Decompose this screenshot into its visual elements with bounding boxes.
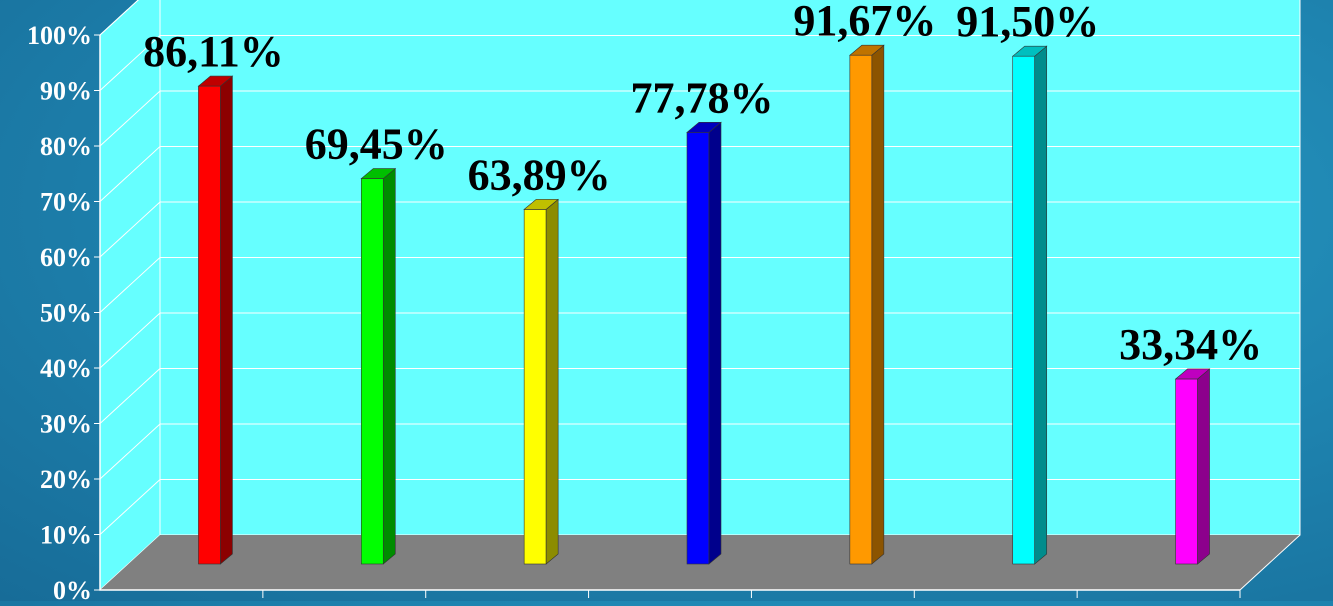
bar [523, 198, 559, 565]
gridline [99, 479, 1300, 535]
y-tick-label: 50% [40, 299, 92, 328]
y-tick-label: 90% [40, 77, 92, 106]
bar-top [849, 44, 885, 56]
data-label: 91,50% [956, 0, 1099, 46]
gridlines [99, 0, 1300, 591]
bar-side [545, 198, 559, 565]
bar-top [523, 199, 559, 210]
bar-top [686, 122, 722, 133]
chart-side-wall [99, 0, 161, 592]
y-tick-label: 40% [40, 354, 92, 383]
bar [849, 44, 885, 565]
bar-side [382, 167, 396, 565]
bar-front [523, 209, 547, 565]
bar [1011, 45, 1048, 565]
bar-top [1011, 45, 1048, 57]
y-tick-label: 70% [40, 188, 92, 217]
axes: 0% 10% 20% 30% 40% 50% 60% 70% 80% 90% 100% [27, 21, 1301, 605]
gridline [99, 90, 1300, 147]
data-label: 77,78% [631, 73, 774, 122]
data-label: 86,11% [143, 27, 284, 76]
data-label: 33,34% [1119, 320, 1262, 369]
data-label: 69,45% [305, 120, 448, 169]
bar-front [849, 54, 873, 565]
data-labels: 86,11% 69,45% 63,89% 77,78% 91,67% 91,50% 33,3… [143, 0, 1262, 369]
bar-side [708, 121, 722, 565]
gridline [99, 201, 1300, 258]
bar [1174, 368, 1211, 565]
gridline [99, 0, 139, 36]
bar-front [1175, 378, 1198, 565]
y-tick-label: 80% [40, 132, 92, 161]
y-tick-label: 30% [40, 410, 92, 439]
bar-side [220, 75, 233, 565]
floor-edge [1239, 534, 1301, 591]
bars [197, 44, 1211, 565]
gridline [99, 35, 1300, 91]
gridline [99, 257, 1300, 313]
bar-top [197, 75, 234, 87]
y-tick-label: 0% [53, 576, 92, 601]
y-tick-label: 10% [40, 521, 92, 550]
data-label: 91,67% [793, 0, 936, 45]
bar-top [1174, 368, 1211, 380]
y-tick-label: 60% [40, 243, 92, 272]
bar [360, 167, 397, 565]
y-tick-label: 100% [27, 21, 92, 50]
bar-front [686, 132, 710, 565]
bar-front [360, 178, 384, 565]
bar [197, 75, 234, 565]
bar-side [871, 44, 885, 565]
gridline [99, 146, 1300, 202]
gridline [99, 423, 1300, 480]
data-label: 63,89% [468, 150, 611, 199]
gridline [99, 368, 1300, 424]
bar-front [1012, 55, 1036, 565]
bar-top [360, 168, 397, 179]
bar-front [198, 85, 221, 565]
y-tick-label: 20% [40, 465, 92, 494]
bar-side [1034, 45, 1048, 565]
gridline [99, 312, 1300, 369]
bar [686, 121, 722, 565]
bar-side [1197, 368, 1210, 565]
